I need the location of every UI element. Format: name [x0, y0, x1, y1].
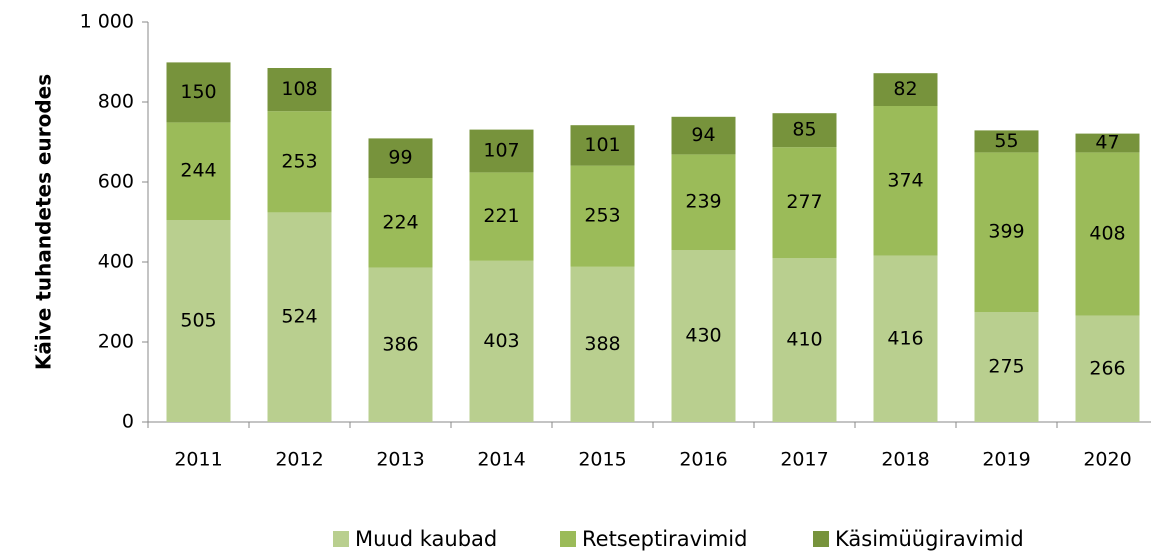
bar-segment [974, 130, 1039, 153]
bar-segment [267, 212, 332, 422]
bar-segment [267, 68, 332, 112]
x-tick-label: 2014 [477, 449, 525, 471]
bar-segment [1075, 133, 1140, 153]
legend-swatch [813, 531, 829, 547]
bar-segment [570, 165, 635, 267]
bar-segment [772, 147, 837, 258]
data-label: 107 [483, 140, 519, 162]
bar-segment [368, 138, 433, 178]
y-tick-label: 400 [98, 251, 134, 273]
x-tick-label: 2020 [1083, 449, 1131, 471]
bar-segment [469, 172, 534, 261]
bar-segment [166, 122, 231, 220]
data-label: 416 [887, 327, 923, 349]
bar-segment [1075, 315, 1140, 422]
bar-segment [873, 255, 938, 422]
data-label: 374 [887, 169, 923, 191]
data-label: 275 [988, 356, 1024, 378]
bar-segment [772, 113, 837, 148]
bar-segment [671, 116, 736, 155]
bar-segment [570, 125, 635, 166]
bar-segment [469, 129, 534, 173]
data-label: 82 [893, 78, 917, 100]
data-label: 85 [792, 119, 816, 141]
data-label: 150 [180, 81, 216, 103]
data-label: 55 [994, 130, 1018, 152]
data-label: 101 [584, 134, 620, 156]
y-tick-label: 800 [98, 91, 134, 113]
legend-label: Retseptiravimid [582, 527, 747, 551]
x-tick-label: 2017 [780, 449, 828, 471]
y-tick-label: 0 [122, 411, 134, 433]
bar-segment [570, 266, 635, 422]
data-label: 221 [483, 205, 519, 227]
legend-swatch [333, 531, 349, 547]
x-tick-label: 2011 [174, 449, 222, 471]
data-label: 266 [1089, 357, 1125, 379]
bar-segment [671, 154, 736, 250]
data-label: 99 [388, 147, 412, 169]
data-label: 277 [786, 191, 822, 213]
data-label: 430 [685, 325, 721, 347]
bar-segment [267, 111, 332, 213]
legend-label: Muud kaubad [355, 527, 497, 551]
data-label: 94 [691, 124, 715, 146]
legend-swatch [560, 531, 576, 547]
bar-segment [1075, 152, 1140, 316]
data-label: 253 [281, 150, 317, 172]
y-tick-label: 200 [98, 331, 134, 353]
x-tick-label: 2013 [376, 449, 424, 471]
bar-segment [873, 73, 938, 106]
data-label: 244 [180, 160, 216, 182]
bar-segment [974, 152, 1039, 312]
x-tick-label: 2012 [275, 449, 323, 471]
data-label: 524 [281, 306, 317, 328]
y-axis-title: Käive tuhandetes eurodes [32, 74, 56, 370]
data-label: 505 [180, 310, 216, 332]
y-tick-label: 600 [98, 171, 134, 193]
bar-segment [873, 106, 938, 256]
data-label: 410 [786, 329, 822, 351]
bar-segment [368, 178, 433, 268]
legend-label: Käsimüügiravimid [835, 527, 1024, 551]
bar-segment [166, 220, 231, 422]
data-label: 408 [1089, 223, 1125, 245]
data-label: 388 [584, 333, 620, 355]
bar-segment [166, 62, 231, 123]
data-label: 47 [1095, 132, 1119, 154]
bar-segment [469, 260, 534, 422]
x-tick-label: 2019 [982, 449, 1030, 471]
bar-segment [671, 250, 736, 422]
bar-segment [974, 312, 1039, 422]
x-tick-label: 2016 [679, 449, 727, 471]
x-tick-label: 2018 [881, 449, 929, 471]
x-tick-label: 2015 [578, 449, 626, 471]
bar-segment [772, 258, 837, 422]
data-label: 239 [685, 191, 721, 213]
y-tick-label: 1 000 [80, 11, 134, 33]
bar-segment [368, 267, 433, 422]
data-label: 108 [281, 78, 317, 100]
data-label: 403 [483, 330, 519, 352]
data-label: 386 [382, 333, 418, 355]
data-label: 253 [584, 205, 620, 227]
data-label: 224 [382, 211, 418, 233]
data-label: 399 [988, 221, 1024, 243]
